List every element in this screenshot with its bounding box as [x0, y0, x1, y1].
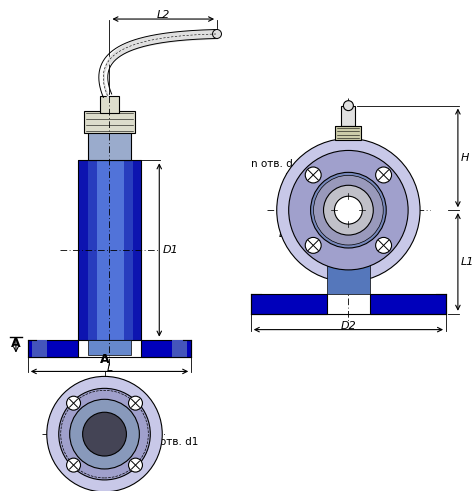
Circle shape [277, 138, 420, 282]
Polygon shape [141, 339, 191, 358]
Circle shape [47, 376, 162, 492]
Bar [135, 160, 137, 339]
Polygon shape [78, 160, 141, 339]
Text: D2: D2 [340, 321, 356, 331]
Circle shape [305, 238, 321, 253]
Bar [90, 160, 92, 339]
Bar [92, 160, 95, 339]
Polygon shape [251, 294, 327, 314]
Bar [336, 125, 361, 138]
Polygon shape [88, 130, 131, 160]
Circle shape [305, 167, 321, 183]
Bar [78, 160, 80, 339]
Bar [139, 160, 141, 339]
Bar [108, 160, 109, 339]
Bar [129, 160, 131, 339]
Circle shape [83, 412, 127, 456]
Text: A: A [11, 337, 21, 350]
Text: H: H [461, 153, 469, 163]
Bar [133, 160, 135, 339]
Bar [86, 160, 88, 339]
Bar [127, 160, 129, 339]
Text: L: L [106, 364, 113, 373]
Bar [97, 160, 99, 339]
Circle shape [129, 458, 142, 472]
Bar [32, 339, 47, 358]
Text: n отв. d: n отв. d [250, 159, 302, 183]
Circle shape [59, 388, 150, 480]
Circle shape [288, 151, 408, 270]
Circle shape [67, 396, 80, 410]
Text: L2: L2 [157, 10, 170, 20]
Text: n отв. d1: n отв. d1 [139, 437, 199, 463]
Bar [101, 160, 103, 339]
Bar [336, 125, 361, 141]
Circle shape [314, 175, 383, 245]
Bar [82, 160, 84, 339]
Bar [111, 160, 114, 339]
Circle shape [310, 172, 386, 248]
Bar [122, 160, 124, 339]
Circle shape [376, 238, 392, 253]
Bar [99, 160, 101, 339]
Bar [118, 160, 120, 339]
Text: D1: D1 [162, 245, 178, 255]
Circle shape [376, 167, 392, 183]
Circle shape [69, 400, 139, 469]
Circle shape [129, 396, 142, 410]
Text: D3: D3 [137, 420, 159, 444]
Polygon shape [28, 339, 78, 358]
Bar [327, 248, 370, 294]
Bar [137, 160, 139, 339]
Text: D3: D3 [278, 229, 303, 250]
Bar [88, 160, 90, 339]
Bar [103, 160, 105, 339]
Circle shape [335, 196, 362, 224]
Bar [131, 160, 133, 339]
Text: A: A [99, 353, 109, 367]
Bar [172, 339, 187, 358]
Bar [120, 160, 122, 339]
Circle shape [67, 458, 80, 472]
Circle shape [212, 30, 221, 38]
Text: L1: L1 [461, 257, 474, 267]
Bar [341, 106, 356, 125]
Bar [105, 160, 108, 339]
Circle shape [336, 197, 349, 211]
Polygon shape [370, 294, 446, 314]
Circle shape [343, 101, 353, 111]
Circle shape [324, 185, 373, 235]
Polygon shape [99, 95, 119, 113]
Polygon shape [88, 339, 131, 355]
Bar [80, 160, 82, 339]
Bar [114, 160, 116, 339]
Bar [116, 160, 118, 339]
Bar [109, 160, 111, 339]
Bar [124, 160, 127, 339]
Polygon shape [84, 111, 135, 132]
Bar [84, 160, 86, 339]
Bar [95, 160, 97, 339]
